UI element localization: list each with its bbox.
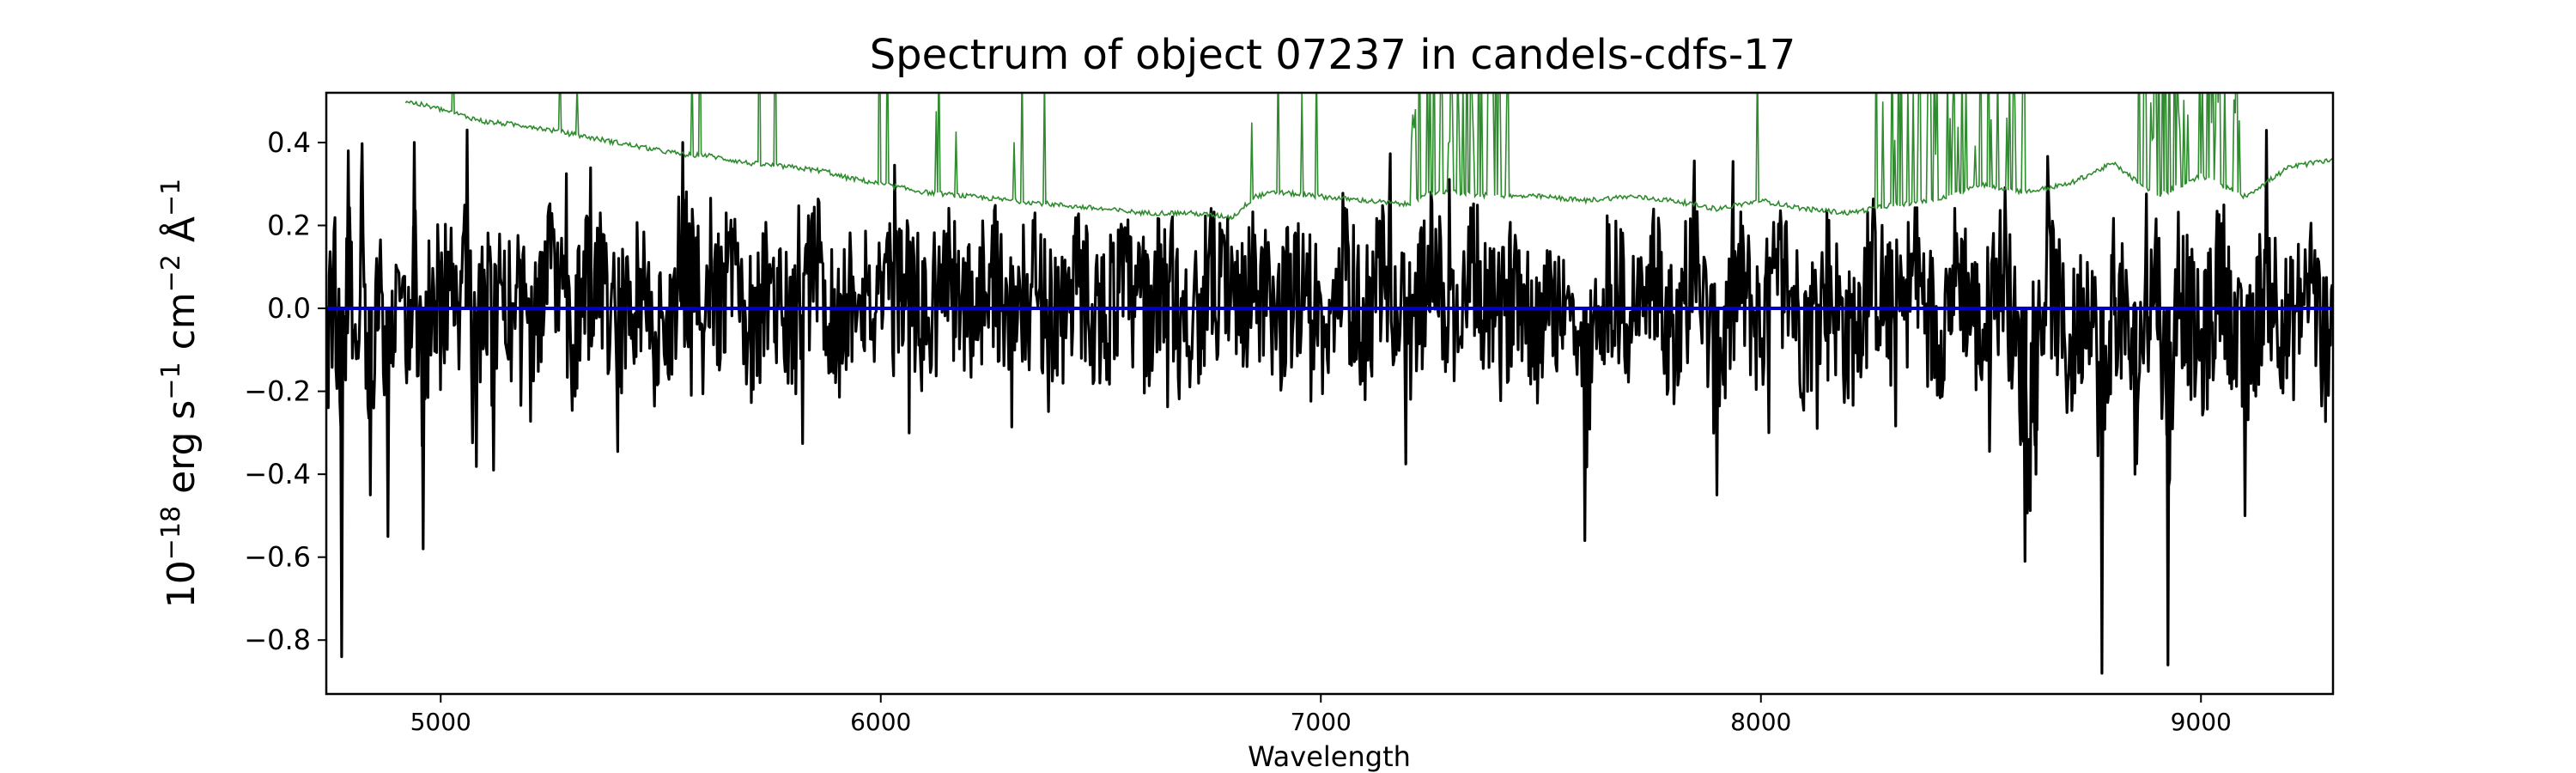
y-tick-label: 0.0 xyxy=(267,292,311,325)
y-tick-label: −0.6 xyxy=(244,541,311,574)
y-axis-label: 10−18 erg s−1 cm−2 Å−1 xyxy=(156,179,204,608)
y-axis-ticks: −0.8 −0.6 −0.4 −0.2 0.0 0.2 0.4 xyxy=(244,126,326,656)
x-axis-ticks: 5000 6000 7000 8000 9000 xyxy=(410,694,2232,736)
chart-title: Spectrum of object 07237 in candels-cdfs… xyxy=(870,31,1796,79)
series-layer xyxy=(326,93,2333,675)
y-tick-label: −0.8 xyxy=(244,624,311,656)
flux-line xyxy=(326,128,2333,675)
y-label-exp-cm: −2 xyxy=(156,254,186,292)
y-label-exp-s: −1 xyxy=(156,362,186,399)
y-tick-label: 0.4 xyxy=(267,126,311,159)
y-label-unit-erg: erg s xyxy=(160,400,204,506)
x-tick-label: 9000 xyxy=(2171,708,2232,736)
x-tick-label: 7000 xyxy=(1291,708,1352,736)
noise-line xyxy=(404,93,2333,221)
x-tick-label: 8000 xyxy=(1730,708,1791,736)
y-label-scale-exp: −18 xyxy=(156,506,186,560)
y-label-unit-angstrom: Å xyxy=(158,216,204,254)
y-tick-label: −0.2 xyxy=(244,375,311,408)
y-label-scale-base: 10 xyxy=(160,560,204,608)
y-tick-label: 0.2 xyxy=(267,209,311,241)
y-label-unit-cm: cm xyxy=(160,292,204,362)
y-label-exp-angstrom: −1 xyxy=(156,179,186,216)
axes-frame xyxy=(325,91,2335,696)
x-tick-label: 5000 xyxy=(410,708,471,736)
x-tick-label: 6000 xyxy=(850,708,911,736)
x-axis-label: Wavelength xyxy=(1248,740,1411,773)
y-tick-label: −0.4 xyxy=(244,458,311,490)
plot-area xyxy=(325,91,2335,696)
